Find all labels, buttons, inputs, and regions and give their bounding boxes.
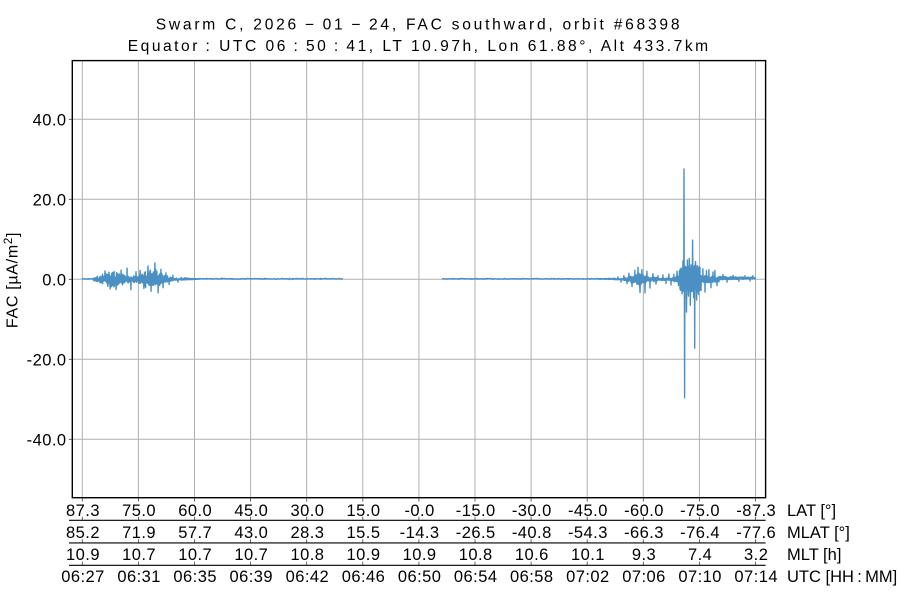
svg-text:-26.5: -26.5: [456, 524, 496, 542]
svg-text:07:14: 07:14: [734, 568, 778, 586]
svg-text:-45.0: -45.0: [568, 502, 608, 520]
svg-text:10.7: 10.7: [122, 546, 156, 564]
svg-text:06:27: 06:27: [61, 568, 105, 586]
svg-text:Equator : UTC 06 : 50 : 41,: Equator : UTC 06 : 50 : 41, LT 10.97h, L…: [128, 38, 711, 55]
svg-text:Swarm C, 2026 − 01 − 24, FAC: Swarm C, 2026 − 01 − 24, FAC southward, …: [156, 16, 683, 33]
svg-text:87.3: 87.3: [66, 502, 100, 520]
svg-text:10.7: 10.7: [178, 546, 212, 564]
svg-text:-60.0: -60.0: [624, 502, 664, 520]
svg-text:10.8: 10.8: [290, 546, 324, 564]
svg-text:10.9: 10.9: [403, 546, 437, 564]
svg-text:28.3: 28.3: [290, 524, 324, 542]
svg-text:7.4: 7.4: [688, 546, 712, 564]
svg-text:UTC [HH : MM]: UTC [HH : MM]: [787, 568, 897, 586]
svg-text:60.0: 60.0: [178, 502, 212, 520]
svg-text:FAC [µA/m2]: FAC [µA/m2]: [3, 232, 21, 328]
svg-text:3.2: 3.2: [744, 546, 768, 564]
svg-text:-15.0: -15.0: [456, 502, 496, 520]
svg-text:-87.3: -87.3: [736, 502, 776, 520]
svg-text:43.0: 43.0: [234, 524, 268, 542]
svg-text:MLAT [°]: MLAT [°]: [787, 524, 850, 542]
svg-text:45.0: 45.0: [234, 502, 268, 520]
svg-text:06:42: 06:42: [286, 568, 330, 586]
svg-text:06:39: 06:39: [230, 568, 274, 586]
svg-text:57.7: 57.7: [178, 524, 212, 542]
svg-text:-0.0: -0.0: [404, 502, 434, 520]
svg-text:-20.0: -20.0: [27, 351, 67, 369]
svg-text:06:58: 06:58: [510, 568, 554, 586]
svg-text:-40.0: -40.0: [27, 431, 67, 449]
svg-text:-40.8: -40.8: [512, 524, 552, 542]
svg-text:75.0: 75.0: [122, 502, 156, 520]
svg-text:40.0: 40.0: [33, 111, 67, 129]
svg-text:-76.4: -76.4: [680, 524, 720, 542]
svg-text:-77.6: -77.6: [736, 524, 776, 542]
svg-text:15.5: 15.5: [347, 524, 381, 542]
svg-text:06:50: 06:50: [398, 568, 442, 586]
svg-text:07:10: 07:10: [678, 568, 722, 586]
svg-text:10.6: 10.6: [515, 546, 549, 564]
svg-text:10.9: 10.9: [66, 546, 100, 564]
svg-text:07:06: 07:06: [622, 568, 666, 586]
svg-text:85.2: 85.2: [66, 524, 100, 542]
svg-text:10.7: 10.7: [234, 546, 268, 564]
svg-text:0.0: 0.0: [42, 271, 66, 289]
svg-text:71.9: 71.9: [122, 524, 156, 542]
svg-text:06:46: 06:46: [342, 568, 386, 586]
svg-text:-54.3: -54.3: [568, 524, 608, 542]
svg-text:9.3: 9.3: [632, 546, 656, 564]
svg-text:-30.0: -30.0: [512, 502, 552, 520]
svg-text:06:54: 06:54: [454, 568, 498, 586]
svg-text:06:35: 06:35: [173, 568, 217, 586]
svg-text:10.1: 10.1: [571, 546, 605, 564]
svg-text:-66.3: -66.3: [624, 524, 664, 542]
svg-text:-75.0: -75.0: [680, 502, 720, 520]
svg-text:20.0: 20.0: [33, 191, 67, 209]
svg-text:10.8: 10.8: [459, 546, 493, 564]
svg-text:30.0: 30.0: [290, 502, 324, 520]
svg-text:LAT [°]: LAT [°]: [787, 502, 836, 520]
svg-text:MLT [h]: MLT [h]: [787, 546, 841, 564]
svg-text:06:31: 06:31: [117, 568, 161, 586]
svg-text:07:02: 07:02: [566, 568, 610, 586]
svg-text:15.0: 15.0: [347, 502, 381, 520]
svg-text:10.9: 10.9: [347, 546, 381, 564]
svg-text:-14.3: -14.3: [400, 524, 440, 542]
